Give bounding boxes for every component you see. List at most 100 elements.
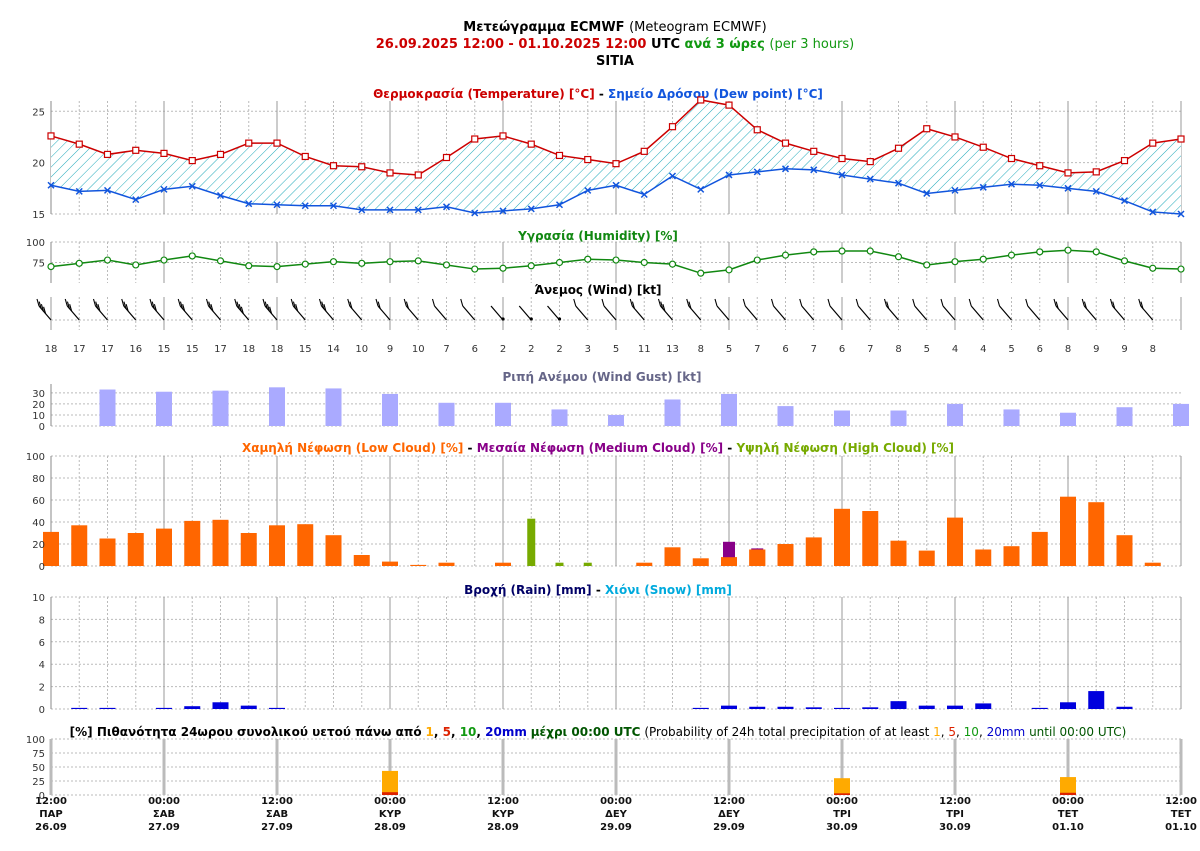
wind-barb-feather: [36, 298, 40, 307]
x-label-day: ΤΕΤ: [1058, 809, 1079, 820]
wind-barb: [970, 305, 984, 321]
dewpoint-point: [838, 171, 846, 179]
humidity-point: [527, 262, 535, 270]
wind-barb-feather: [125, 304, 129, 312]
wind-barb-feather: [262, 298, 266, 307]
dewpoint-point: [216, 191, 225, 200]
wind-speed-label: 15: [299, 344, 312, 355]
rain-bar: [862, 707, 879, 709]
wind_gust-ytick-label: 20: [32, 400, 45, 411]
low-cloud-bar: [834, 508, 850, 566]
x-label-time: 00:00: [600, 796, 632, 807]
wind-speed-label: 18: [45, 344, 58, 355]
temperature-point: [386, 169, 394, 177]
low-cloud-bar: [1031, 531, 1048, 566]
temperature-point: [132, 146, 140, 154]
wind-barb-feather: [238, 304, 242, 312]
wind-speed-label: 9: [1093, 344, 1099, 355]
humidity-point: [471, 265, 479, 273]
wind_gust-ytick-label: 10: [32, 411, 45, 422]
temperature-point: [725, 101, 733, 109]
x-label-time: 00:00: [148, 796, 180, 807]
dewpoint-point: [414, 206, 422, 214]
low-cloud-bar: [890, 540, 907, 566]
probability-panel-title: [%] Πιθανότητα 24ωρου συνολικού υετού πά…: [70, 725, 1127, 739]
cloud-ytick-label: 80: [32, 474, 45, 485]
wind-barb: [1027, 305, 1041, 321]
wind-barb-feather: [182, 304, 186, 312]
wind-barb-feather: [149, 298, 153, 307]
low-cloud-bar: [156, 528, 172, 566]
rain-bar: [240, 705, 257, 709]
low-cloud-bar: [692, 558, 709, 566]
cloud-ytick-label: 60: [32, 496, 45, 507]
wind-barb-feather: [631, 301, 635, 309]
wind-speed-label: 7: [811, 344, 817, 355]
humidity-point: [1177, 265, 1185, 273]
humidity-point: [216, 257, 225, 265]
low-cloud-bar-overlay: [721, 557, 737, 566]
wind-barb-feather: [405, 301, 409, 309]
rain-bar: [692, 707, 709, 709]
step-label-english: (per 3 hours): [769, 37, 854, 52]
temperature-point: [47, 132, 55, 140]
wind-gust-bar: [325, 388, 342, 426]
utc-label: UTC: [651, 37, 680, 52]
probability-bar: [382, 792, 398, 795]
low-cloud-bar: [1003, 546, 1020, 566]
humidity-point: [1120, 257, 1129, 265]
temperature-panel-title: Θερμοκρασία (Temperature) [°C] - Σημείο …: [373, 87, 823, 101]
rain-bar: [71, 707, 88, 709]
probability-bar: [1060, 777, 1076, 795]
rain-bar: [918, 705, 935, 709]
temperature-point: [188, 156, 196, 165]
humidity-point: [414, 257, 422, 265]
wind-speed-label: 6: [782, 344, 788, 355]
wind-barb: [434, 305, 447, 321]
cloud-ytick-label: 20: [32, 540, 45, 551]
rain-bar: [156, 707, 172, 709]
wind-gust-bar: [721, 393, 737, 426]
dewpoint-point: [1036, 181, 1044, 189]
dewpoint-point: [781, 165, 790, 173]
wind-barb-feather: [323, 304, 327, 312]
wind-barb: [942, 305, 956, 321]
wind-gust-bar: [382, 393, 398, 426]
wind-barb: [773, 305, 786, 321]
wind-speed-label: 5: [613, 344, 619, 355]
rain-bar: [805, 707, 822, 709]
humidity-point: [1149, 264, 1157, 272]
rain-bar: [1116, 706, 1133, 709]
wind-speed-label: 18: [271, 344, 284, 355]
wind-barb-feather: [968, 298, 972, 307]
wind-speed-label: 17: [214, 344, 227, 355]
wind-barb-feather: [886, 301, 890, 309]
low-cloud-bar: [99, 538, 116, 566]
period-label: 26.09.2025 12:00 - 01.10.2025 12:00: [376, 37, 647, 52]
x-label-day: ΤΡΙ: [946, 809, 964, 820]
step-label-greek: ανά 3 ώρες: [685, 37, 765, 52]
temperature-point: [216, 150, 225, 159]
probability-bar: [834, 793, 850, 795]
wind-barb-feather: [97, 304, 101, 312]
wind-barb-feather: [205, 298, 210, 307]
wind-speed-label: 4: [980, 344, 986, 355]
humidity-point: [894, 253, 903, 261]
dewpoint-point: [894, 179, 903, 187]
wind-barb-feather: [1083, 301, 1087, 309]
wind-barb-feather: [714, 298, 718, 307]
dewpoint-point: [979, 183, 987, 191]
dewpoint-point: [668, 172, 677, 180]
humidity-point: [499, 264, 507, 272]
humidity-point: [555, 258, 564, 267]
wind-speed-label: 8: [895, 344, 901, 355]
humidity-ytick-label: 75: [32, 259, 45, 270]
temperature-point: [1036, 162, 1044, 170]
dewpoint-point: [640, 190, 648, 199]
wind-barb-feather: [64, 298, 68, 307]
wind-speed-label: 2: [500, 344, 506, 355]
rain-bar: [721, 705, 737, 709]
x-label-day: ΤΡΙ: [833, 809, 851, 820]
temperature-point: [979, 143, 987, 151]
wind-gust-bar: [947, 403, 963, 426]
